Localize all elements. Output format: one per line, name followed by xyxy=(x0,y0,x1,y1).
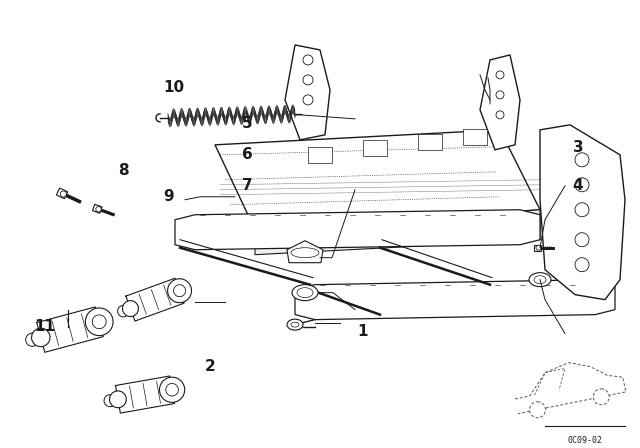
Polygon shape xyxy=(308,147,332,163)
Ellipse shape xyxy=(159,377,185,402)
Polygon shape xyxy=(534,245,541,251)
Polygon shape xyxy=(363,140,387,156)
Circle shape xyxy=(575,203,589,217)
Ellipse shape xyxy=(529,273,551,287)
Circle shape xyxy=(496,91,504,99)
Ellipse shape xyxy=(291,248,319,258)
Text: 11: 11 xyxy=(34,319,55,334)
Text: 8: 8 xyxy=(118,163,129,177)
Text: 9: 9 xyxy=(163,190,174,204)
Polygon shape xyxy=(215,130,540,230)
Ellipse shape xyxy=(31,328,50,347)
Circle shape xyxy=(303,75,313,85)
Ellipse shape xyxy=(92,315,106,329)
Ellipse shape xyxy=(534,276,546,284)
Text: 10: 10 xyxy=(163,80,184,95)
Ellipse shape xyxy=(26,333,39,346)
Text: 7: 7 xyxy=(242,178,253,193)
Ellipse shape xyxy=(60,191,67,197)
Circle shape xyxy=(303,95,313,105)
Text: 6: 6 xyxy=(242,147,253,162)
Text: 5: 5 xyxy=(242,116,253,130)
Ellipse shape xyxy=(292,284,318,301)
Ellipse shape xyxy=(291,322,299,327)
Ellipse shape xyxy=(96,207,101,212)
Circle shape xyxy=(575,258,589,271)
Polygon shape xyxy=(295,280,615,319)
Circle shape xyxy=(575,233,589,247)
Polygon shape xyxy=(92,204,102,213)
Polygon shape xyxy=(175,210,540,250)
Circle shape xyxy=(593,389,609,405)
Polygon shape xyxy=(418,134,442,150)
Text: 2: 2 xyxy=(205,359,216,375)
Polygon shape xyxy=(463,129,487,145)
Polygon shape xyxy=(115,376,175,413)
Circle shape xyxy=(496,71,504,79)
Ellipse shape xyxy=(168,279,191,303)
Ellipse shape xyxy=(536,245,541,250)
Text: 3: 3 xyxy=(573,140,584,155)
Polygon shape xyxy=(126,278,184,321)
Ellipse shape xyxy=(118,306,129,317)
Ellipse shape xyxy=(85,308,113,336)
Polygon shape xyxy=(480,55,520,150)
Circle shape xyxy=(496,111,504,119)
Circle shape xyxy=(529,402,545,418)
Circle shape xyxy=(575,178,589,192)
Polygon shape xyxy=(287,241,323,263)
Polygon shape xyxy=(36,307,103,352)
Ellipse shape xyxy=(173,285,186,297)
Text: 4: 4 xyxy=(573,178,584,193)
Ellipse shape xyxy=(122,301,138,317)
Ellipse shape xyxy=(104,395,116,407)
Ellipse shape xyxy=(109,391,126,408)
Circle shape xyxy=(575,153,589,167)
Ellipse shape xyxy=(297,288,313,297)
Polygon shape xyxy=(255,210,540,255)
Circle shape xyxy=(303,55,313,65)
Polygon shape xyxy=(56,188,68,199)
Text: 0C09-02: 0C09-02 xyxy=(568,436,602,445)
Text: 1: 1 xyxy=(357,323,367,339)
Ellipse shape xyxy=(287,319,303,330)
Polygon shape xyxy=(540,125,625,300)
Ellipse shape xyxy=(166,383,179,396)
Polygon shape xyxy=(285,45,330,140)
